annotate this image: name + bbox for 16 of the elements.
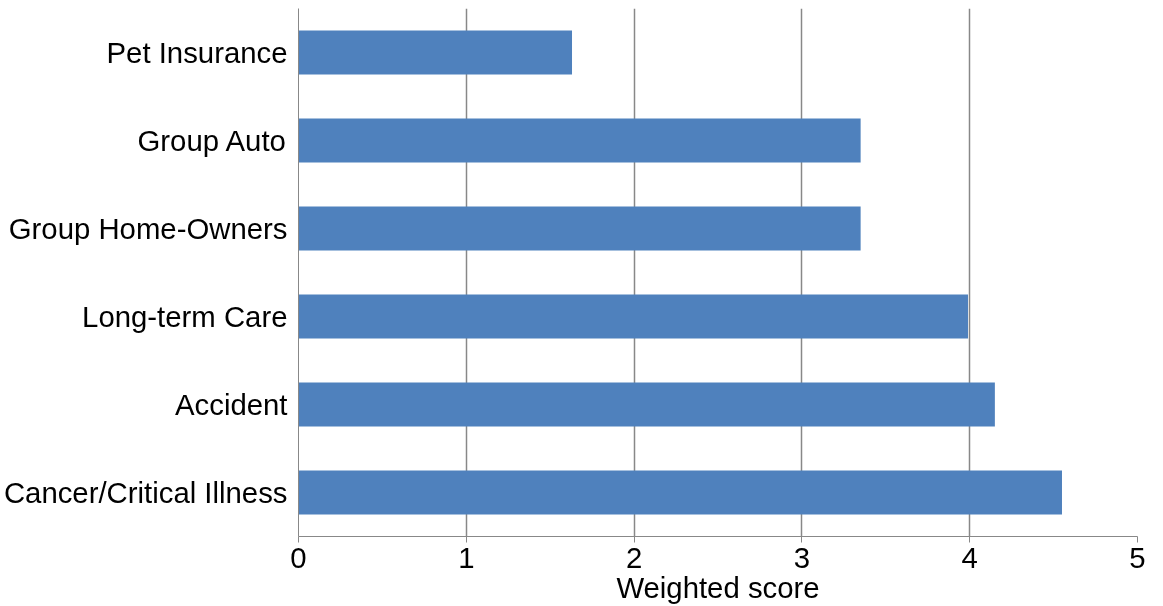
y-tick-label: Pet Insurance — [106, 36, 288, 69]
y-tick-label: Accident — [175, 388, 288, 421]
bar — [298, 30, 573, 75]
y-tick-label: Cancer/Critical Illness — [3, 476, 288, 509]
x-tick-label: 5 — [1129, 540, 1146, 574]
x-tick-label: 4 — [961, 540, 978, 574]
y-tick-label: Long-term Care — [82, 300, 288, 333]
bar — [298, 470, 1062, 515]
y-tick-label: Group Auto — [137, 124, 286, 157]
bar — [298, 118, 861, 163]
bar — [298, 206, 861, 251]
bar — [298, 382, 995, 427]
bar — [298, 294, 969, 339]
x-tick-label: 0 — [290, 540, 307, 574]
y-tick-label: Group Home-Owners — [8, 212, 288, 245]
x-tick-label: 1 — [458, 540, 475, 574]
